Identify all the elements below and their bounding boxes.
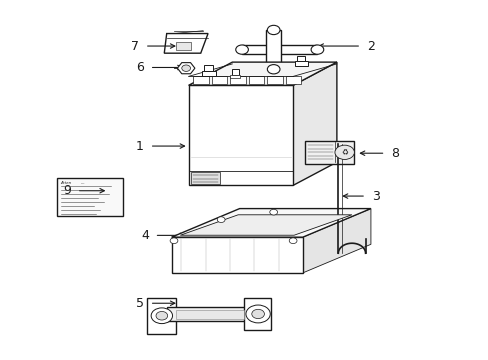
Text: 2: 2 <box>366 40 374 53</box>
Text: 8: 8 <box>390 147 398 160</box>
Bar <box>244 298 271 330</box>
Bar <box>147 298 176 334</box>
Bar <box>230 76 245 84</box>
Bar <box>193 76 208 84</box>
Polygon shape <box>177 63 195 74</box>
Bar <box>211 76 227 84</box>
Circle shape <box>310 45 323 54</box>
Text: 7: 7 <box>131 40 139 53</box>
Bar <box>230 75 240 78</box>
Circle shape <box>288 238 296 244</box>
Text: Atten: Atten <box>60 181 71 185</box>
Polygon shape <box>171 208 370 237</box>
Circle shape <box>170 238 178 244</box>
Circle shape <box>269 209 277 215</box>
Polygon shape <box>266 30 281 69</box>
Polygon shape <box>188 62 336 85</box>
Bar <box>305 141 353 164</box>
Circle shape <box>334 145 354 159</box>
Text: ♻: ♻ <box>341 148 347 157</box>
Polygon shape <box>171 237 302 273</box>
Text: 4: 4 <box>141 229 148 242</box>
Circle shape <box>267 64 280 74</box>
Text: 3: 3 <box>371 190 379 203</box>
Bar <box>176 42 191 50</box>
Text: 1: 1 <box>136 140 143 153</box>
Bar <box>294 62 307 66</box>
Polygon shape <box>180 215 351 235</box>
Text: 6: 6 <box>136 61 143 74</box>
Circle shape <box>182 65 190 71</box>
Polygon shape <box>164 33 207 53</box>
Polygon shape <box>292 62 336 185</box>
Circle shape <box>245 305 270 323</box>
Bar <box>297 56 305 62</box>
Bar <box>267 76 283 84</box>
Polygon shape <box>188 85 292 185</box>
Text: ---: --- <box>81 181 85 185</box>
Polygon shape <box>302 208 370 273</box>
Circle shape <box>235 45 248 54</box>
Bar <box>166 307 264 321</box>
Bar <box>191 172 220 184</box>
Circle shape <box>251 309 264 319</box>
Bar <box>57 178 122 216</box>
Circle shape <box>267 25 280 35</box>
Bar <box>248 76 264 84</box>
Circle shape <box>217 217 224 222</box>
Bar <box>231 69 238 75</box>
Circle shape <box>156 311 167 320</box>
Bar <box>202 71 215 76</box>
Text: 9: 9 <box>63 184 71 197</box>
Circle shape <box>151 308 172 324</box>
Bar <box>203 64 212 71</box>
Polygon shape <box>242 45 317 54</box>
Bar <box>176 310 244 319</box>
Bar <box>285 76 301 84</box>
Text: 5: 5 <box>136 297 143 310</box>
